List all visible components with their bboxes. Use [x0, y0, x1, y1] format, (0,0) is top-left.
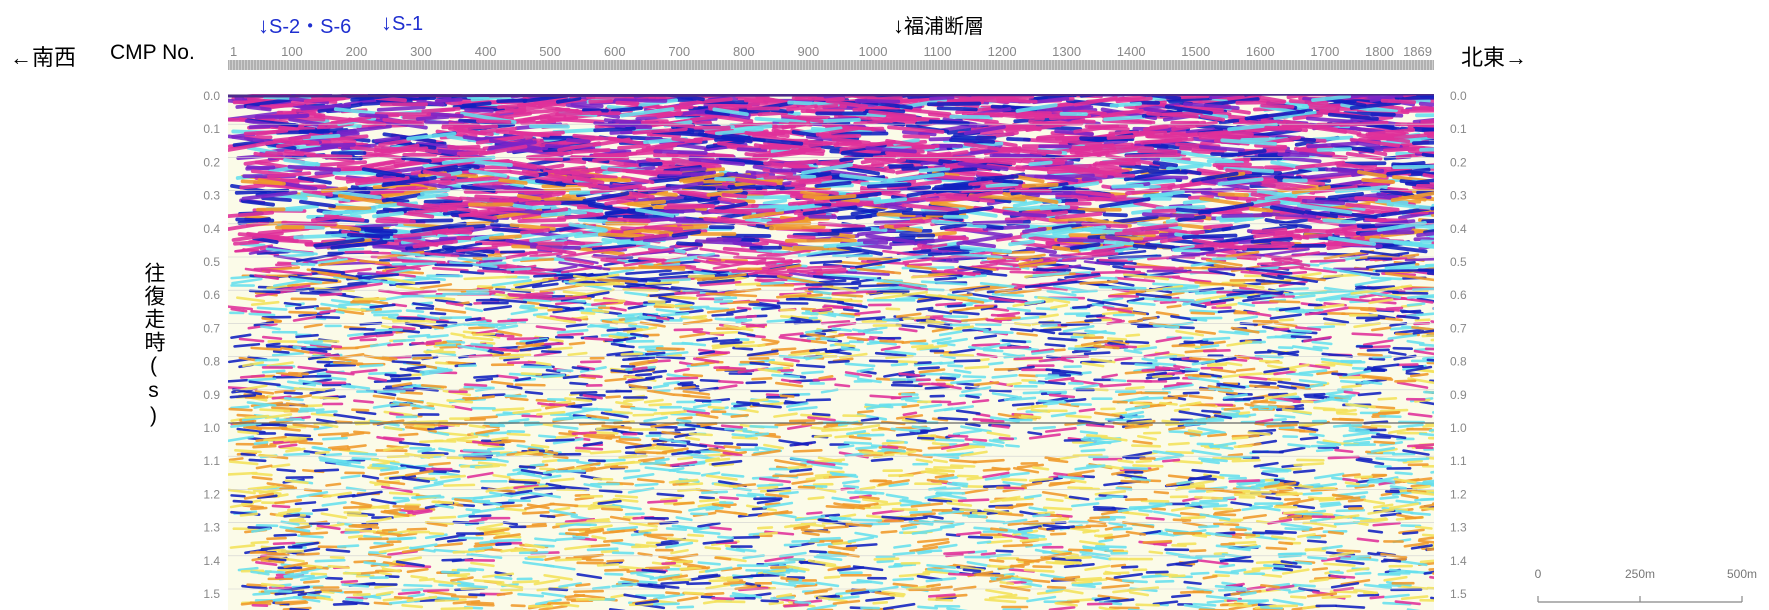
time-tick-label: 0.6	[203, 288, 220, 302]
northeast-direction-label: 北東→	[1461, 45, 1528, 70]
cmp-tick-label: 1400	[1117, 44, 1146, 59]
time-tick-label: 0.4	[203, 222, 220, 236]
scale-bar-label: 250m	[1625, 567, 1655, 581]
cmp-tick-label: 600	[604, 44, 626, 59]
cmp-tick-label: 500	[539, 44, 561, 59]
time-tick-label: 1.1	[1450, 454, 1467, 468]
cmp-tick-label: 1300	[1052, 44, 1081, 59]
time-tick-label: 1.3	[1450, 521, 1467, 535]
cmp-tick-label: 200	[346, 44, 368, 59]
time-tick-label: 1.5	[203, 587, 220, 601]
cmp-tick-label: 1800	[1365, 44, 1394, 59]
cmp-tick-label: 900	[798, 44, 820, 59]
time-tick-label: 0.3	[203, 189, 220, 203]
time-tick-label: 1.5	[1450, 587, 1467, 601]
marker-s1: ↓S-1	[381, 10, 423, 36]
time-tick-label: 1.2	[203, 487, 220, 501]
down-arrow-icon: ↓	[893, 13, 904, 38]
time-tick-label: 1.3	[203, 521, 220, 535]
cmp-number-label: CMP No.	[110, 41, 195, 64]
cmp-tick-label: 1700	[1310, 44, 1339, 59]
time-tick-label: 0.8	[203, 355, 220, 369]
cmp-tick-label: 1100	[924, 44, 952, 59]
time-tick-label: 0.7	[1450, 321, 1467, 335]
down-arrow-icon: ↓	[258, 13, 269, 38]
time-tick-label: 1.4	[1450, 554, 1467, 568]
time-tick-label: 0.8	[1450, 355, 1467, 369]
cmp-ruler	[228, 60, 1434, 70]
scale-bar-label: 500m	[1727, 567, 1757, 581]
seismic-section	[228, 94, 1434, 610]
marker-s2-s6-label: S-2・S-6	[269, 16, 352, 38]
time-tick-label: 0.0	[203, 89, 220, 103]
time-tick-label: 1.4	[203, 554, 220, 568]
cmp-tick-labels: 1 100 200 300 400 500 600 700 800 900 1000 1100 1200…	[230, 44, 1432, 59]
time-tick-label: 0.1	[203, 122, 220, 136]
y-axis-label: 往復走時(s)	[142, 262, 165, 429]
time-tick-label: 0.7	[203, 321, 220, 335]
time-tick-label: 0.5	[203, 255, 220, 269]
time-tick-label: 1.0	[203, 421, 220, 435]
time-axis-right: 0.0 0.1 0.2 0.3 0.4 0.5 0.6 0.7 0.8 0.9 1.0 1.1 1.2 1…	[1450, 89, 1467, 601]
time-axis-left: 0.0 0.1 0.2 0.3 0.4 0.5 0.6 0.7 0.8 0.9 1.0 1.1 1.2 1…	[203, 89, 220, 601]
cmp-tick-label: 1	[230, 44, 237, 59]
time-tick-label: 0.2	[203, 155, 220, 169]
cmp-tick-label: 1200	[988, 44, 1017, 59]
scale-bar-label: 0	[1535, 567, 1542, 581]
cmp-tick-label: 300	[410, 44, 432, 59]
marker-fukura-fault: ↓福浦断層	[893, 10, 984, 39]
time-tick-label: 1.2	[1450, 487, 1467, 501]
marker-s1-label: S-1	[392, 13, 424, 35]
cmp-tick-label: 700	[668, 44, 690, 59]
marker-fukura-fault-label: 福浦断層	[904, 16, 984, 38]
time-tick-label: 0.0	[1450, 89, 1467, 103]
southwest-direction-label: ←南西	[10, 45, 77, 70]
time-tick-label: 0.4	[1450, 222, 1467, 236]
time-tick-label: 0.1	[1450, 122, 1467, 136]
cmp-tick-label: 100	[281, 44, 303, 59]
time-tick-label: 0.6	[1450, 288, 1467, 302]
time-tick-label: 0.3	[1450, 189, 1467, 203]
cmp-tick-label: 1000	[859, 44, 888, 59]
cmp-tick-label: 400	[475, 44, 497, 59]
distance-scale-bar: 0 250m 500m	[1535, 567, 1757, 603]
cmp-tick-label: 1600	[1246, 44, 1275, 59]
cmp-tick-label: 800	[733, 44, 755, 59]
time-tick-label: 0.9	[1450, 388, 1467, 402]
time-tick-label: 0.5	[1450, 255, 1467, 269]
time-tick-label: 0.9	[203, 388, 220, 402]
time-tick-label: 1.0	[1450, 421, 1467, 435]
cmp-tick-label: 1500	[1181, 44, 1210, 59]
down-arrow-icon: ↓	[381, 10, 392, 35]
time-tick-label: 0.2	[1450, 155, 1467, 169]
cmp-tick-label: 1869	[1403, 44, 1432, 59]
time-tick-label: 1.1	[203, 454, 220, 468]
marker-s2-s6: ↓S-2・S-6	[258, 10, 351, 39]
